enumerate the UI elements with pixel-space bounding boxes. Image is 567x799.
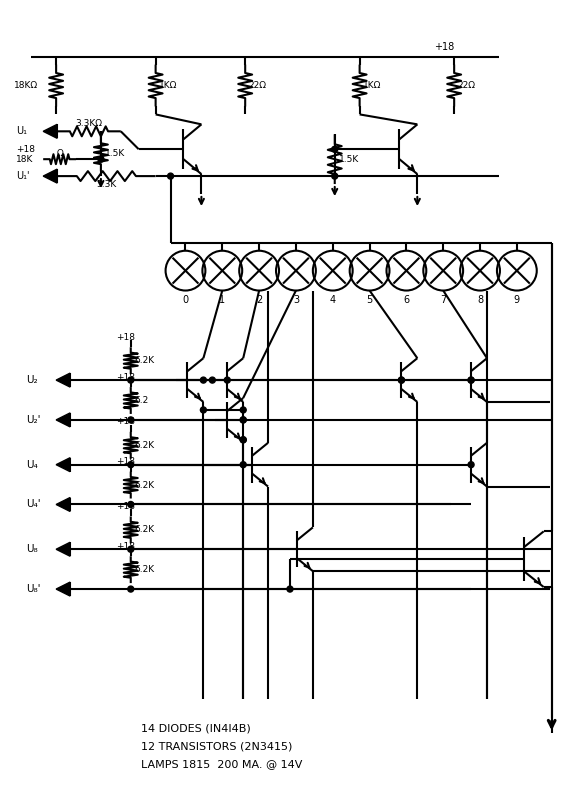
Circle shape — [128, 417, 134, 423]
Text: 6.2K: 6.2K — [135, 565, 155, 574]
Text: U₂': U₂' — [26, 415, 41, 425]
Polygon shape — [56, 498, 70, 511]
Circle shape — [200, 377, 206, 383]
Text: 1KΩ: 1KΩ — [159, 81, 177, 90]
Text: 8: 8 — [477, 296, 483, 305]
Text: 6.2K: 6.2K — [135, 441, 155, 450]
Text: 18KΩ: 18KΩ — [14, 81, 39, 90]
Circle shape — [128, 586, 134, 592]
Polygon shape — [56, 458, 70, 471]
Circle shape — [209, 377, 215, 383]
Text: LAMPS 1815  200 MA. @ 14V: LAMPS 1815 200 MA. @ 14V — [141, 759, 302, 769]
Text: 4: 4 — [329, 296, 336, 305]
Text: 1KΩ: 1KΩ — [363, 81, 381, 90]
Text: 18K: 18K — [16, 155, 33, 164]
Circle shape — [168, 173, 174, 179]
Circle shape — [128, 502, 134, 507]
Text: 14 DIODES (IN4I4B): 14 DIODES (IN4I4B) — [141, 723, 251, 733]
Circle shape — [128, 377, 134, 383]
Circle shape — [225, 377, 230, 383]
Text: 22Ω: 22Ω — [248, 81, 266, 90]
Text: 9: 9 — [514, 296, 520, 305]
Polygon shape — [56, 543, 70, 556]
Text: 1.5K: 1.5K — [105, 149, 125, 158]
Text: 5: 5 — [366, 296, 373, 305]
Polygon shape — [56, 582, 70, 596]
Text: +18: +18 — [116, 542, 135, 551]
Text: Ω: Ω — [56, 149, 63, 157]
Circle shape — [468, 377, 474, 383]
Text: 6.2: 6.2 — [135, 396, 149, 405]
Text: +18: +18 — [116, 417, 135, 427]
Circle shape — [200, 407, 206, 413]
Text: +18: +18 — [116, 372, 135, 382]
Circle shape — [399, 377, 404, 383]
Text: 6.2K: 6.2K — [135, 480, 155, 490]
Polygon shape — [56, 413, 70, 427]
Polygon shape — [43, 169, 57, 183]
Text: 3.3K: 3.3K — [96, 180, 116, 189]
Text: +18: +18 — [16, 145, 35, 153]
Text: 22Ω: 22Ω — [457, 81, 475, 90]
Circle shape — [240, 417, 246, 423]
Text: 1: 1 — [219, 296, 225, 305]
Text: +18: +18 — [434, 42, 455, 52]
Text: 12 TRANSISTORS (2N3415): 12 TRANSISTORS (2N3415) — [141, 741, 292, 751]
Circle shape — [98, 156, 104, 162]
Text: +18: +18 — [116, 457, 135, 466]
Text: U₈': U₈' — [26, 584, 41, 594]
Circle shape — [128, 462, 134, 467]
Circle shape — [240, 437, 246, 443]
Circle shape — [240, 407, 246, 413]
Text: U₄': U₄' — [26, 499, 41, 510]
Circle shape — [332, 173, 338, 179]
Text: 2: 2 — [256, 296, 263, 305]
Circle shape — [240, 437, 246, 443]
Polygon shape — [56, 373, 70, 387]
Text: U₁: U₁ — [16, 126, 27, 137]
Text: 6.2K: 6.2K — [135, 526, 155, 535]
Circle shape — [399, 377, 404, 383]
Text: 7: 7 — [440, 296, 446, 305]
Polygon shape — [43, 125, 57, 138]
Text: 6: 6 — [403, 296, 409, 305]
Text: 6.2K: 6.2K — [135, 356, 155, 365]
Text: U₁': U₁' — [16, 171, 30, 181]
Circle shape — [468, 462, 474, 467]
Text: +18: +18 — [116, 333, 135, 342]
Text: 3: 3 — [293, 296, 299, 305]
Text: 3.3KΩ: 3.3KΩ — [75, 119, 103, 128]
Circle shape — [240, 462, 246, 467]
Text: 0: 0 — [183, 296, 189, 305]
Text: U₄: U₄ — [26, 459, 38, 470]
Text: U₈: U₈ — [26, 544, 38, 555]
Circle shape — [128, 547, 134, 552]
Text: +18: +18 — [116, 502, 135, 511]
Circle shape — [468, 377, 474, 383]
Circle shape — [240, 417, 246, 423]
Text: U₂: U₂ — [26, 375, 38, 385]
Circle shape — [332, 146, 338, 153]
Circle shape — [287, 586, 293, 592]
Text: 1.5K: 1.5K — [338, 155, 359, 164]
